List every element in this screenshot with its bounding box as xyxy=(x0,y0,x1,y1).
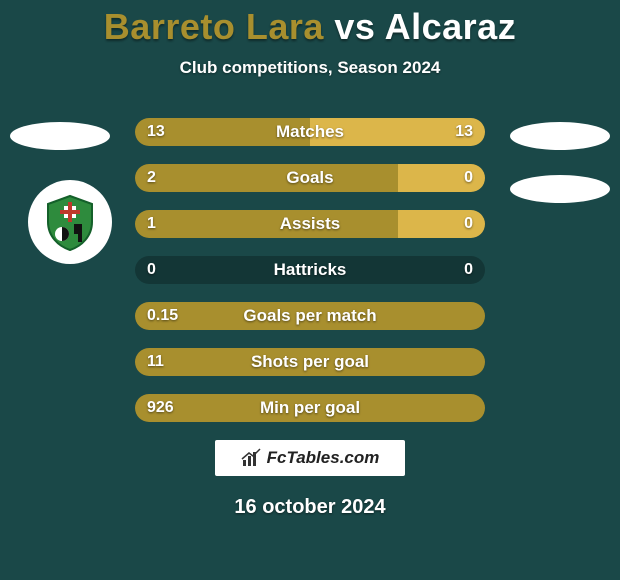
badge-right-2 xyxy=(510,175,610,203)
stat-row: Hattricks0 0 xyxy=(135,256,485,284)
page-title: Barreto Lara vs Alcaraz xyxy=(0,0,620,48)
stat-row: Min per goal926 xyxy=(135,394,485,422)
stat-value-right: 0 xyxy=(464,164,473,192)
title-vs: vs xyxy=(334,6,375,47)
stat-value-left: 0 xyxy=(147,256,156,284)
stat-value-left: 11 xyxy=(147,348,164,376)
stat-label: Assists xyxy=(135,210,485,238)
stat-row: Matches13 13 xyxy=(135,118,485,146)
chart-icon xyxy=(241,448,261,468)
stat-value-right: 0 xyxy=(464,210,473,238)
stat-value-left: 0.15 xyxy=(147,302,178,330)
badge-left xyxy=(10,122,110,150)
date-text: 16 october 2024 xyxy=(0,496,620,519)
stat-label: Hattricks xyxy=(135,256,485,284)
stat-label: Shots per goal xyxy=(135,348,485,376)
stat-row: Goals2 0 xyxy=(135,164,485,192)
stat-row: Goals per match0.15 xyxy=(135,302,485,330)
stat-label: Min per goal xyxy=(135,394,485,422)
stat-value-left: 926 xyxy=(147,394,174,422)
brand-text: FcTables.com xyxy=(267,448,380,468)
stat-value-right: 0 xyxy=(464,256,473,284)
stat-value-left: 13 xyxy=(147,118,165,146)
stat-label: Goals xyxy=(135,164,485,192)
title-right: Alcaraz xyxy=(385,6,517,47)
stat-label: Matches xyxy=(135,118,485,146)
stats-container: Matches1313Goals20Assists10Hattricks00Go… xyxy=(135,118,485,422)
badge-right xyxy=(510,122,610,150)
team-logo-left xyxy=(28,180,112,264)
brand-badge: FcTables.com xyxy=(215,440,405,476)
stat-row: Assists1 0 xyxy=(135,210,485,238)
stat-value-left: 1 xyxy=(147,210,156,238)
stat-row: Shots per goal11 xyxy=(135,348,485,376)
shield-icon xyxy=(38,190,102,254)
subtitle: Club competitions, Season 2024 xyxy=(0,58,620,78)
stat-value-left: 2 xyxy=(147,164,156,192)
stat-value-right: 13 xyxy=(455,118,473,146)
stat-label: Goals per match xyxy=(135,302,485,330)
title-left: Barreto Lara xyxy=(104,6,324,47)
